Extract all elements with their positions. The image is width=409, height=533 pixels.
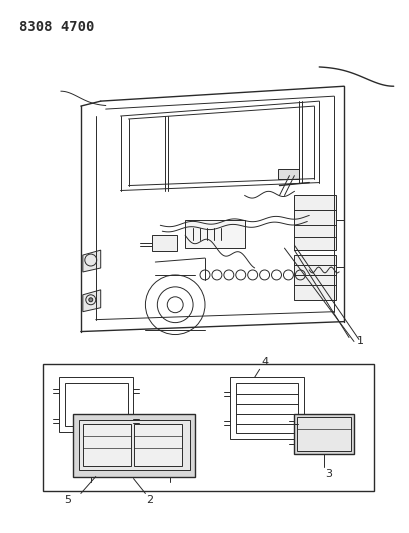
Bar [185, 220, 244, 248]
Bar [229, 377, 303, 439]
Text: 4: 4 [261, 357, 268, 367]
Text: 2: 2 [146, 496, 153, 505]
Text: 3: 3 [324, 469, 331, 479]
Bar [277, 168, 299, 179]
Bar [235, 383, 298, 433]
Text: 8308 4700: 8308 4700 [19, 20, 94, 34]
Bar [79, 420, 190, 470]
Bar [65, 383, 127, 426]
Bar [294, 255, 335, 300]
Bar [294, 196, 335, 250]
Text: 5: 5 [64, 496, 71, 505]
Bar [297, 417, 350, 451]
Polygon shape [83, 250, 101, 272]
Circle shape [89, 298, 92, 302]
Bar [152, 235, 177, 251]
Polygon shape [294, 414, 353, 454]
Bar [83, 424, 130, 466]
Text: 1: 1 [356, 336, 363, 346]
Polygon shape [83, 290, 101, 312]
Bar [43, 365, 373, 491]
Polygon shape [73, 414, 195, 477]
Bar [134, 424, 182, 466]
Bar [59, 377, 133, 432]
